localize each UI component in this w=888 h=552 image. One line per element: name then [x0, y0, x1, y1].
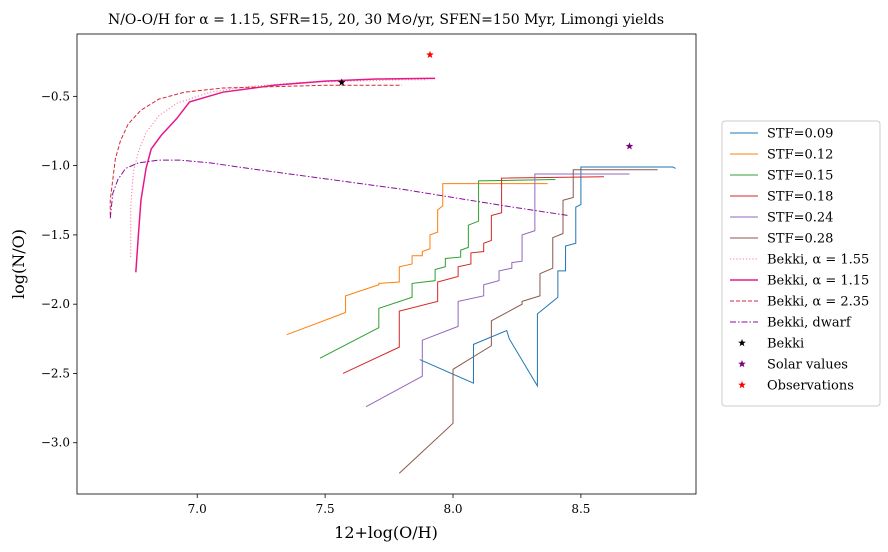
y-tick-label: −1.5 [41, 228, 70, 242]
legend-label-2: STF=0.12 [767, 148, 833, 163]
x-tick-label: 8.0 [443, 502, 462, 516]
legend-point-label-3: Observations [767, 379, 854, 394]
y-tick-label: −2.5 [41, 366, 70, 380]
plot-frame [76, 33, 697, 495]
star-point-3 [426, 50, 434, 59]
legend-label-7: Bekki, α = 1.55 [767, 253, 869, 268]
x-tick-label: 8.5 [571, 502, 590, 516]
legend-label-9: Bekki, α = 2.35 [767, 295, 869, 310]
series-line-9 [109, 84, 402, 216]
chart-title: N/O-O/H for α = 1.15, SFR=15, 20, 30 M⊙/… [108, 12, 664, 28]
x-tick-label: 7.5 [316, 502, 335, 516]
legend-marker-1 [738, 339, 746, 347]
legend-marker-2 [738, 360, 746, 368]
series-line-5 [365, 173, 630, 408]
plot-area [77, 34, 696, 494]
legend-label-6: STF=0.28 [767, 232, 833, 247]
x-axis-label: 12+log(O/H) [334, 523, 438, 542]
star-point-2 [625, 142, 634, 150]
series-line-10 [109, 159, 569, 219]
series-line-2 [286, 183, 548, 336]
x-axis: 7.0 7.5 8.0 8.5 [188, 494, 590, 516]
y-axis-label: log(N/O) [9, 229, 28, 299]
y-axis: −0.5 −1.0 −1.5 −2.0 −2.5 −3.0 [41, 89, 77, 450]
series-layer [109, 77, 676, 474]
series-line-6 [398, 169, 658, 474]
series-line-7 [130, 79, 428, 258]
legend-label-3: STF=0.15 [767, 169, 833, 184]
y-tick-label: −0.5 [41, 89, 70, 103]
series-line-3 [319, 178, 556, 359]
legend-label-5: STF=0.24 [767, 211, 833, 226]
legend-marker-3 [738, 381, 746, 389]
legend-label-8: Bekki, α = 1.15 [767, 274, 869, 289]
y-tick-label: −1.0 [41, 159, 70, 173]
y-tick-label: −3.0 [41, 436, 70, 450]
legend-point-label-2: Solar values [767, 358, 848, 373]
legend-point-label-1: Bekki [767, 337, 804, 352]
series-line-1 [419, 166, 676, 388]
x-tick-label: 7.0 [188, 502, 207, 516]
points-layer [337, 50, 634, 150]
legend: STF=0.09 STF=0.12 STF=0.15 STF=0.18 STF=0.24… [721, 120, 881, 407]
legend-label-1: STF=0.09 [767, 127, 833, 142]
y-tick-label: −2.0 [41, 297, 70, 311]
series-line-8 [135, 77, 436, 273]
legend-box [721, 120, 881, 407]
star-point-1 [337, 78, 346, 86]
series-line-4 [342, 176, 604, 374]
legend-label-10: Bekki, dwarf [767, 316, 852, 331]
legend-label-4: STF=0.18 [767, 190, 833, 205]
